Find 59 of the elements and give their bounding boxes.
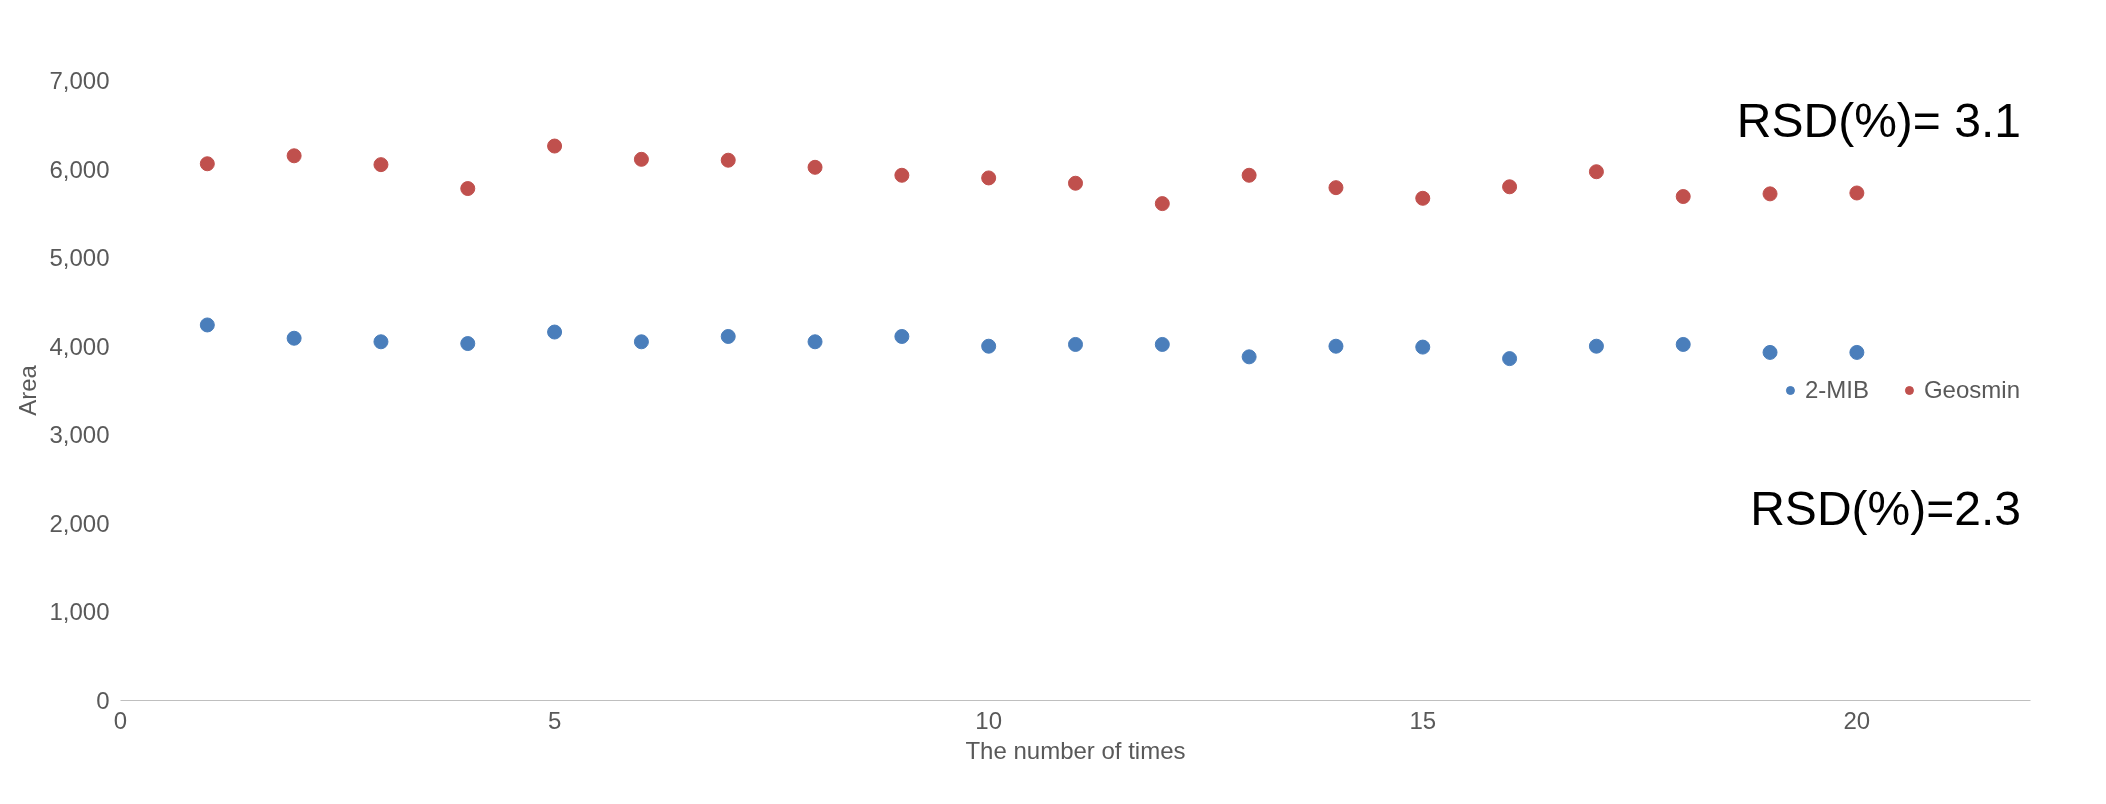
- point: [633, 151, 649, 167]
- point: [1068, 175, 1083, 191]
- point: [547, 138, 563, 154]
- point: [981, 170, 997, 186]
- point: [460, 181, 476, 197]
- x-tick-label: 20: [1843, 706, 1871, 734]
- point: [1502, 179, 1518, 195]
- point: [547, 324, 563, 340]
- point: [1502, 351, 1518, 367]
- x-axis-title: The number of times: [965, 736, 1186, 764]
- point: [373, 157, 389, 173]
- x-tick-label: 5: [547, 706, 562, 734]
- y-tick-label: 2,000: [49, 509, 110, 537]
- point: [373, 334, 389, 350]
- point: [1328, 338, 1344, 354]
- y-tick-label: 5,000: [49, 244, 110, 272]
- y-tick-label: 3,000: [49, 421, 110, 449]
- point: [1588, 164, 1604, 180]
- point: [1068, 336, 1083, 352]
- x-tick-label: 10: [975, 706, 1003, 734]
- point: [1154, 196, 1170, 212]
- point: [720, 152, 736, 168]
- point: [199, 317, 215, 333]
- y-tick-label: 4,000: [49, 332, 110, 360]
- point: [1154, 336, 1170, 352]
- legend-label: 2-MIB: [1804, 376, 1869, 404]
- annotation: RSD(%)=2.3: [1750, 481, 2021, 535]
- point: [1849, 344, 1865, 360]
- point: [807, 159, 823, 175]
- point: [286, 330, 302, 346]
- point: [1675, 336, 1691, 352]
- point: [1415, 339, 1431, 355]
- point: [1675, 189, 1691, 205]
- point: [807, 334, 823, 350]
- y-tick-label: 0: [96, 687, 110, 714]
- point: [894, 167, 910, 183]
- y-tick-label: 1,000: [49, 598, 110, 626]
- point: [1241, 167, 1257, 183]
- point: [1849, 185, 1865, 201]
- x-tick-label: 15: [1409, 706, 1437, 734]
- point: [199, 156, 215, 172]
- point: [1762, 344, 1778, 360]
- point: [894, 328, 910, 344]
- y-tick-label: 6,000: [49, 155, 110, 183]
- y-axis-title: Area: [14, 364, 42, 416]
- point: [720, 328, 736, 344]
- x-tick-label: 0: [113, 706, 128, 734]
- point: [1241, 349, 1257, 365]
- y-tick-label: 7,000: [49, 67, 110, 94]
- point: [981, 338, 997, 354]
- point: [633, 334, 649, 350]
- point: [286, 148, 302, 164]
- point: [1762, 186, 1778, 202]
- point: [1328, 180, 1344, 196]
- annotation: RSD(%)= 3.1: [1736, 94, 2021, 148]
- point: [460, 336, 476, 352]
- point: [1588, 338, 1604, 354]
- point: [1415, 190, 1431, 206]
- legend-label: Geosmin: [1923, 376, 2020, 404]
